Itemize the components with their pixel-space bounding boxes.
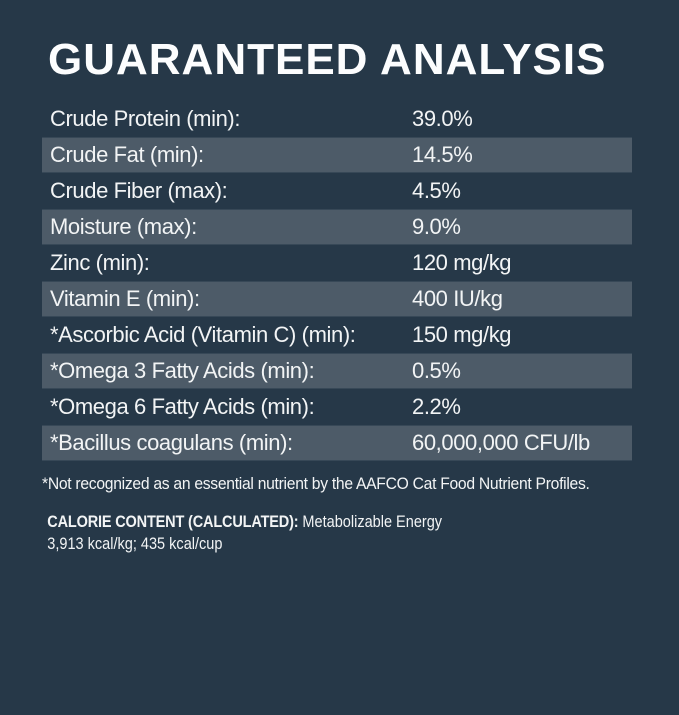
nutrient-value: 400 IU/kg: [412, 286, 503, 311]
nutrient-value: 150 mg/kg: [412, 322, 512, 347]
table-row: *Ascorbic Acid (Vitamin C) (min): 150 mg/…: [42, 317, 632, 353]
table-row: Crude Fat (min): 14.5%: [42, 137, 632, 173]
nutrient-label: Crude Protein (min):: [50, 106, 241, 131]
analysis-table: Crude Protein (min): 39.0% Crude Fat (min)…: [42, 101, 632, 461]
nutrient-label: *Ascorbic Acid (Vitamin C) (min):: [50, 322, 356, 347]
nutrient-label: Vitamin E (min):: [50, 286, 200, 311]
calorie-content-section: CALORIE CONTENT (CALCULATED): Metaboliza…: [42, 511, 561, 555]
table-row: Vitamin E (min): 400 IU/kg: [42, 281, 632, 317]
aafco-footnote: *Not recognized as an essential nutrient…: [42, 475, 590, 493]
calorie-content-heading: CALORIE CONTENT (CALCULATED):: [47, 513, 299, 531]
table-row: Crude Protein (min): 39.0%: [42, 101, 632, 137]
nutrient-label: Crude Fiber (max):: [50, 178, 228, 203]
calorie-content-line: CALORIE CONTENT (CALCULATED): Metaboliza…: [47, 511, 561, 533]
nutrient-value: 4.5%: [412, 178, 461, 203]
calorie-content-description: Metabolizable Energy: [298, 513, 443, 531]
nutrient-label: *Omega 6 Fatty Acids (min):: [50, 394, 315, 419]
table-row: Moisture (max): 9.0%: [42, 209, 632, 245]
nutrient-label: Moisture (max):: [50, 214, 197, 239]
nutrient-label: *Omega 3 Fatty Acids (min):: [50, 358, 315, 383]
nutrient-label: Zinc (min):: [50, 250, 150, 275]
table-row: *Omega 3 Fatty Acids (min): 0.5%: [42, 353, 632, 389]
nutrient-value: 14.5%: [412, 142, 473, 167]
nutrient-value: 9.0%: [412, 214, 461, 239]
nutrient-value: 0.5%: [412, 358, 461, 383]
guaranteed-analysis-panel: GUARANTEED ANALYSIS Crude Protein (min):…: [0, 36, 679, 715]
calorie-content-values: 3,913 kcal/kg; 435 kcal/cup: [47, 535, 223, 553]
nutrient-value: 39.0%: [412, 106, 473, 131]
nutrient-value: 120 mg/kg: [412, 250, 512, 275]
nutrient-value: 60,000,000 CFU/lb: [412, 430, 590, 455]
table-row: *Bacillus coagulans (min): 60,000,000 CFU…: [42, 425, 632, 461]
table-row: Crude Fiber (max): 4.5%: [42, 173, 632, 209]
table-row: Zinc (min): 120 mg/kg: [42, 245, 632, 281]
table-row: *Omega 6 Fatty Acids (min): 2.2%: [42, 389, 632, 425]
nutrient-label: *Bacillus coagulans (min):: [50, 430, 293, 455]
nutrient-label: Crude Fat (min):: [50, 142, 204, 167]
nutrient-value: 2.2%: [412, 394, 461, 419]
page-title: GUARANTEED ANALYSIS: [48, 35, 607, 84]
